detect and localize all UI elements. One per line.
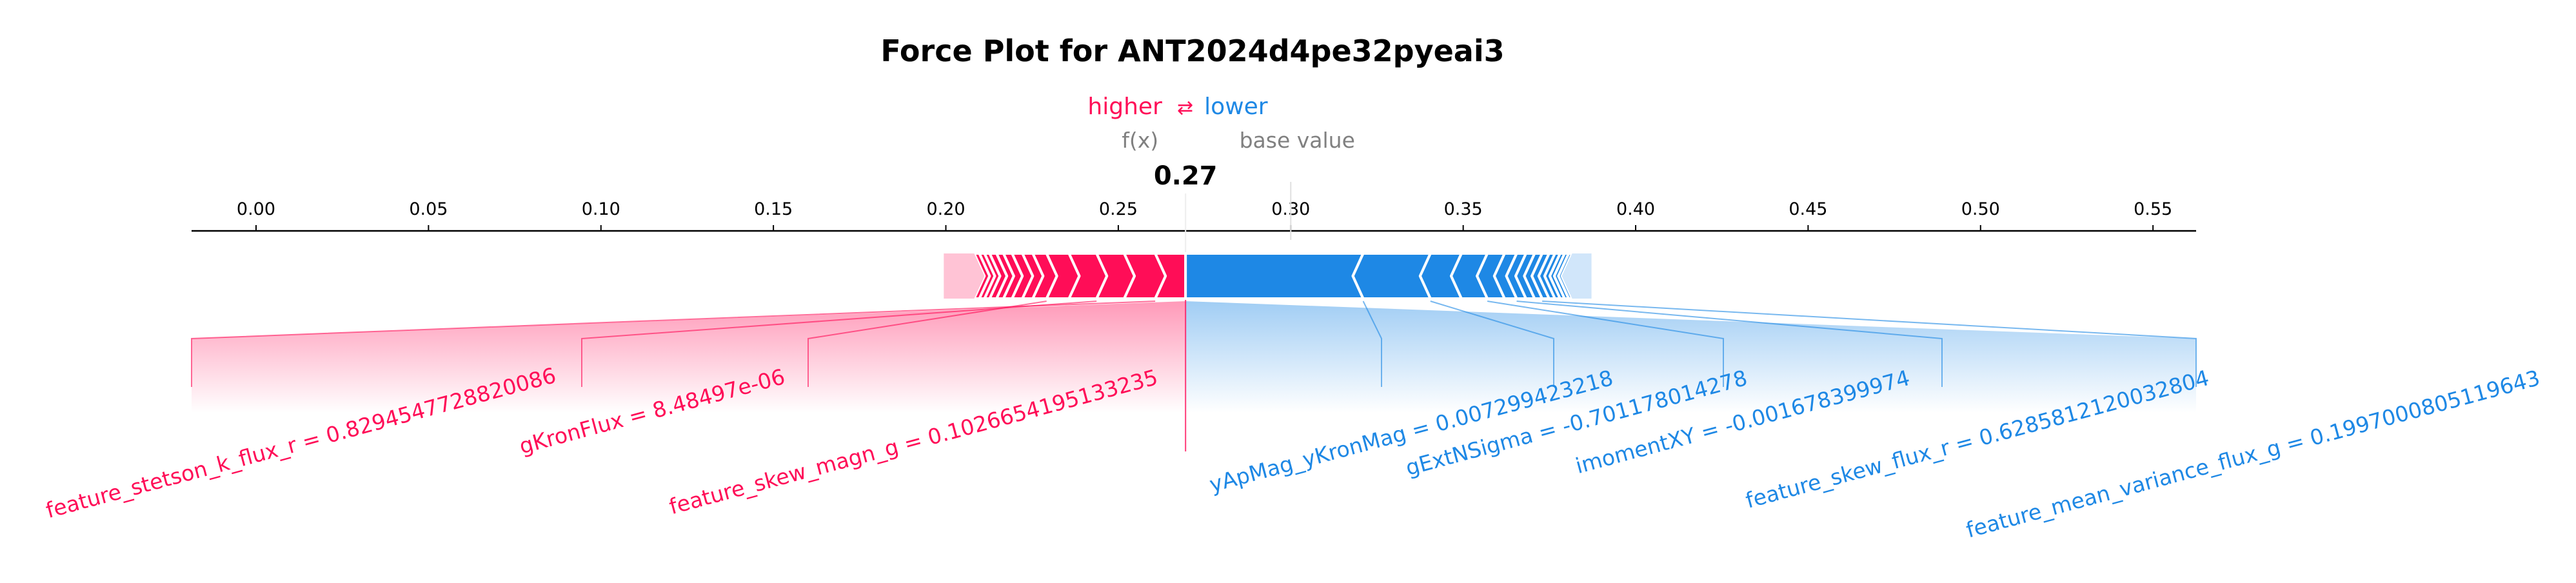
- output-labels: f(x) base value 0.27: [1122, 128, 1355, 253]
- x-tick-label: 0.10: [582, 199, 620, 219]
- positive-force-segment: [944, 253, 985, 299]
- negative-connector: [1542, 301, 2197, 387]
- x-tick-label: 0.15: [754, 199, 793, 219]
- output-value: 0.27: [1154, 161, 1218, 191]
- feature-connectors: [191, 299, 2197, 451]
- positive-fan-area: [192, 301, 1186, 413]
- chart-title: Force Plot for ANT2024d4pe32pyeai3: [880, 34, 1504, 68]
- output-label: f(x): [1122, 128, 1158, 153]
- legend: higher ⇄ lower: [1087, 94, 1267, 120]
- negative-force-segment: [1351, 252, 1432, 300]
- negative-connector: [1430, 301, 1554, 387]
- x-tick-label: 0.05: [409, 199, 448, 219]
- negative-connector: [1487, 301, 1724, 387]
- base-value-label: base value: [1240, 128, 1355, 153]
- x-axis: 0.00 0.05 0.10 0.15 0.20 0.25 0.30 0.35 0.40 0.45…: [192, 199, 2196, 232]
- x-tick-label: 0.00: [237, 199, 275, 219]
- x-tick-label: 0.20: [926, 199, 965, 219]
- negative-connector: [1362, 301, 1382, 387]
- negative-fan-area: [1185, 301, 2196, 413]
- x-tick-label: 0.55: [2134, 199, 2172, 219]
- negative-connector: [1516, 301, 1943, 387]
- x-tick-label: 0.25: [1099, 199, 1138, 219]
- x-tick-label: 0.45: [1788, 199, 1827, 219]
- legend-lower-label: lower: [1204, 94, 1268, 120]
- x-tick-label: 0.50: [1961, 199, 2000, 219]
- legend-higher-label: higher: [1087, 94, 1162, 120]
- positive-connector: [807, 301, 1047, 387]
- x-tick-label: 0.35: [1444, 199, 1483, 219]
- negative-force-segment: [1184, 252, 1365, 300]
- force-bars: [944, 252, 1592, 300]
- legend-arrow-icon: ⇄: [1177, 97, 1193, 119]
- positive-connector: [581, 301, 1097, 387]
- positive-connector: [191, 301, 1156, 387]
- negative-force-segment: [1561, 253, 1592, 299]
- x-tick-label: 0.40: [1616, 199, 1655, 219]
